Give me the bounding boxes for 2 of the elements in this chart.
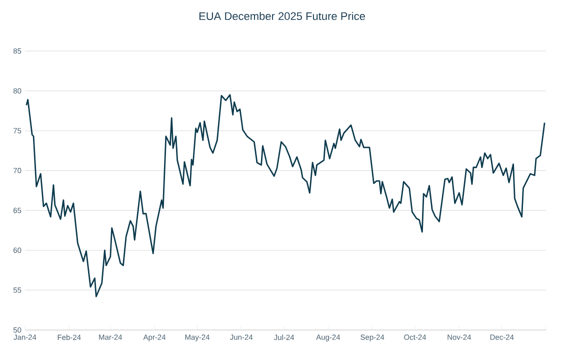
chart-title: EUA December 2025 Future Price bbox=[199, 12, 365, 20]
line-series bbox=[26, 94, 546, 298]
